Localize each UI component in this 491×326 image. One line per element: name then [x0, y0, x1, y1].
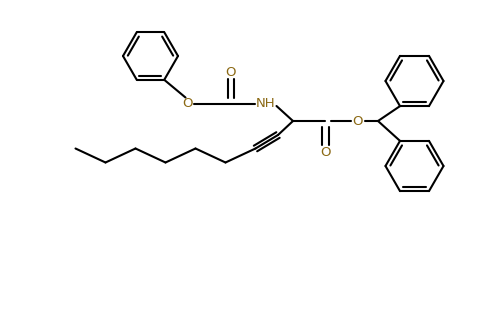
- Text: O: O: [225, 66, 236, 79]
- Text: O: O: [353, 114, 363, 127]
- Text: O: O: [183, 97, 193, 110]
- Text: O: O: [320, 145, 331, 158]
- Text: NH: NH: [256, 97, 275, 110]
